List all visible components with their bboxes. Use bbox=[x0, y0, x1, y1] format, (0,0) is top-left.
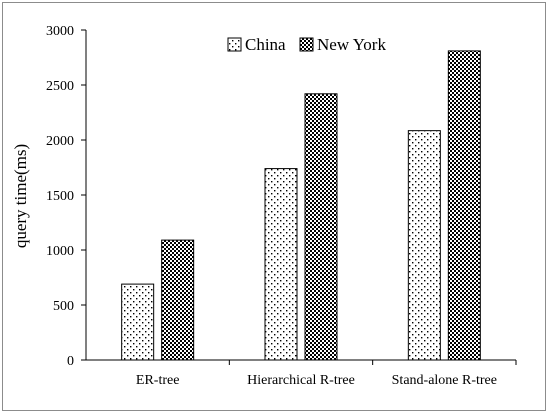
y-axis-title: query time(ms) bbox=[11, 144, 30, 248]
y-tick-label: 2000 bbox=[46, 134, 74, 149]
legend-swatch bbox=[300, 38, 313, 51]
legend-swatch bbox=[228, 38, 241, 51]
y-tick-label: 500 bbox=[53, 299, 74, 314]
y-axis-title-group: query time(ms) bbox=[11, 144, 30, 248]
bar-china bbox=[408, 131, 440, 360]
y-tick-label: 0 bbox=[67, 354, 74, 369]
x-tick-label: Stand-alone R-tree bbox=[392, 373, 497, 388]
bar-new-york bbox=[448, 51, 480, 360]
bar-new-york bbox=[305, 94, 337, 360]
legend-label: New York bbox=[317, 35, 386, 54]
bar-china bbox=[122, 284, 154, 360]
bar-series bbox=[122, 51, 481, 360]
y-tick-label: 2500 bbox=[46, 79, 74, 94]
legend-label: China bbox=[245, 35, 286, 54]
y-tick-label: 1500 bbox=[46, 189, 74, 204]
x-tick-label: ER-tree bbox=[136, 373, 180, 388]
y-tick-label: 1000 bbox=[46, 244, 74, 259]
y-tick-label: 3000 bbox=[46, 24, 74, 39]
x-axis-labels: ER-tree Hierarchical R-tree Stand-alone R-… bbox=[136, 360, 516, 388]
legend: China New York bbox=[228, 35, 386, 54]
bar-china bbox=[265, 169, 297, 360]
y-axis-ticks: 0 500 1000 1500 2000 2500 3000 bbox=[46, 24, 86, 369]
bar-new-york bbox=[162, 240, 194, 360]
x-tick-label: Hierarchical R-tree bbox=[247, 373, 355, 388]
